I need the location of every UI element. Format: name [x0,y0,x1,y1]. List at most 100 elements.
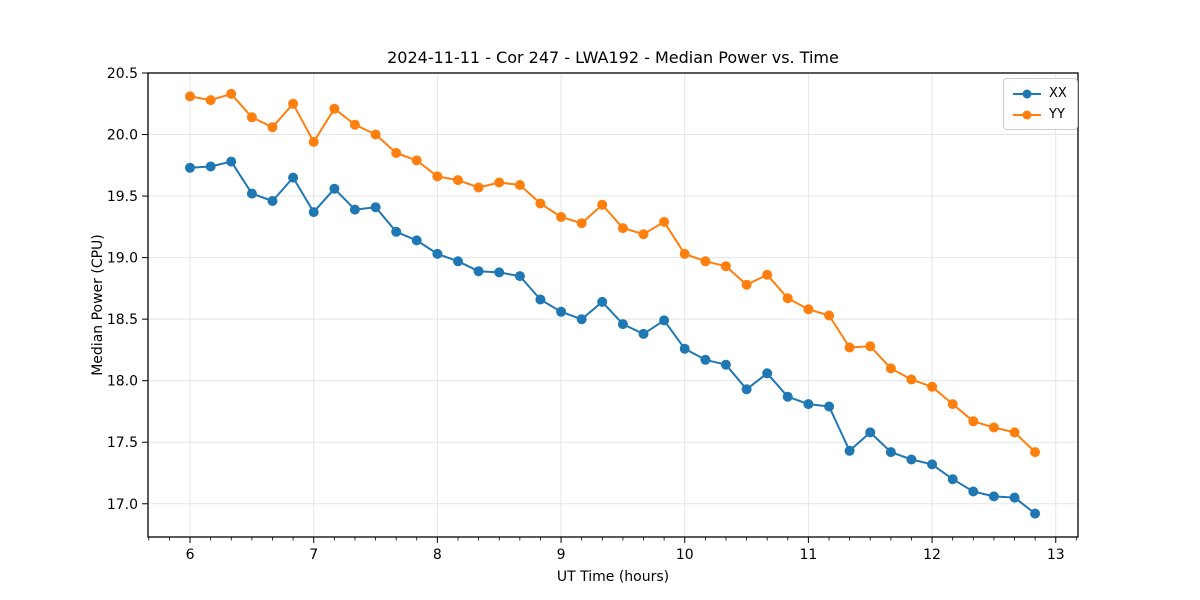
legend-entry-xx: XX [1012,84,1067,103]
series-xx-point [288,172,299,183]
series-yy-point [803,304,814,315]
legend-label: XX [1049,86,1067,101]
series-xx-point [885,447,896,458]
series-xx-point [741,384,752,395]
series-yy-point [514,180,525,190]
axes-spines [147,72,1079,538]
series-xx-point [762,368,773,379]
series-xx-point [782,391,793,402]
series-xx-point [185,162,195,173]
series-xx-point [700,354,711,365]
series-yy-point [679,248,690,259]
series-xx-point [947,474,958,485]
legend-entry-yy: YY [1012,105,1067,124]
series-yy-point [535,198,546,209]
series-yy-point [494,177,505,188]
series-xx-point [391,226,402,237]
series-xx-point [638,328,649,339]
series-xx-point [988,491,999,502]
series-yy-point [906,374,917,385]
y-tick-label: 20.5 [107,66,138,82]
y-tick-label: 18.0 [107,374,138,390]
series-xx-point [927,459,938,470]
legend-line-marker-icon [1013,110,1041,119]
x-tick-label: 6 [186,547,195,563]
series-yy-point [782,293,793,304]
series-yy-point [700,256,711,267]
series-xx-point [453,256,463,267]
series-yy-point [473,182,484,193]
series-yy-point [597,199,608,210]
series-yy-point [947,399,958,410]
series-xx-point [246,188,257,199]
series-yy-point [968,416,979,427]
series-yy-point [205,95,216,106]
series-xx-point [205,161,216,172]
y-tick-label: 18.5 [107,312,138,328]
series-xx-point [473,266,484,277]
series-yy-point [391,148,402,158]
series-xx-point [865,427,876,438]
series-xx-point [597,296,608,307]
series-yy-point [1030,447,1041,458]
series-xx-point [556,306,567,317]
series-xx-point [308,207,319,218]
series-yy-point [308,136,319,147]
y-tick-label: 17.5 [107,435,138,451]
series-xx-point [968,486,979,497]
series-yy-point [556,212,567,222]
series-xx-point [803,399,814,410]
y-tick-label: 20.0 [107,128,138,144]
y-tick-label: 19.0 [107,251,138,267]
series-yy-point [576,218,587,229]
series-xx-point [906,454,917,465]
legend: XX YY [1003,78,1078,130]
series-yy-point [1009,427,1020,438]
series-yy-point [453,175,463,186]
x-axis-label: UT Time (hours) [556,569,670,585]
series-yy-point [432,171,443,182]
series-yy-point [246,112,257,123]
series-xx-point [617,319,628,330]
series-yy-point [741,279,752,290]
series-yy-point [185,91,195,102]
series-yy-line [189,92,1036,453]
series-yy-point [885,363,896,374]
series-yy-point [329,103,340,114]
series-yy-point [617,223,628,234]
y-tick-label: 19.5 [107,189,138,205]
series-yy-point [927,381,938,392]
series-yy-point [865,341,876,352]
series-yy-point [267,122,278,133]
x-tick-label: 7 [309,547,318,563]
series-xx-point [267,196,278,206]
series-xx-point [720,359,731,370]
x-tick-label: 12 [923,547,941,563]
series-xx-point [576,314,587,325]
series-yy-point [226,88,237,99]
series-yy-point [288,98,299,109]
series-yy-point [411,155,422,166]
x-tick-label: 11 [799,547,817,563]
series-yy-point [638,229,649,240]
series-xx-point [1030,508,1041,519]
series-xx-point [659,315,670,326]
y-axis-label: Median Power (CPU) [90,234,106,376]
legend-label: YY [1049,107,1065,122]
series-yy-point [720,261,731,272]
x-tick-label: 10 [676,547,694,563]
series-xx-point [824,401,835,412]
series-xx-point [844,445,855,456]
series-yy-point [349,119,360,130]
y-tick-label: 17.0 [107,497,138,513]
series-yy-point [370,129,381,140]
series-yy-point [844,342,855,353]
series-yy-point [824,310,835,321]
x-tick-label: 13 [1047,547,1065,563]
series-xx-point [535,294,546,305]
series-xx-point [494,267,505,278]
legend-line-marker-icon [1013,89,1041,98]
series-xx-point [329,183,340,194]
series-yy-point [659,216,670,227]
